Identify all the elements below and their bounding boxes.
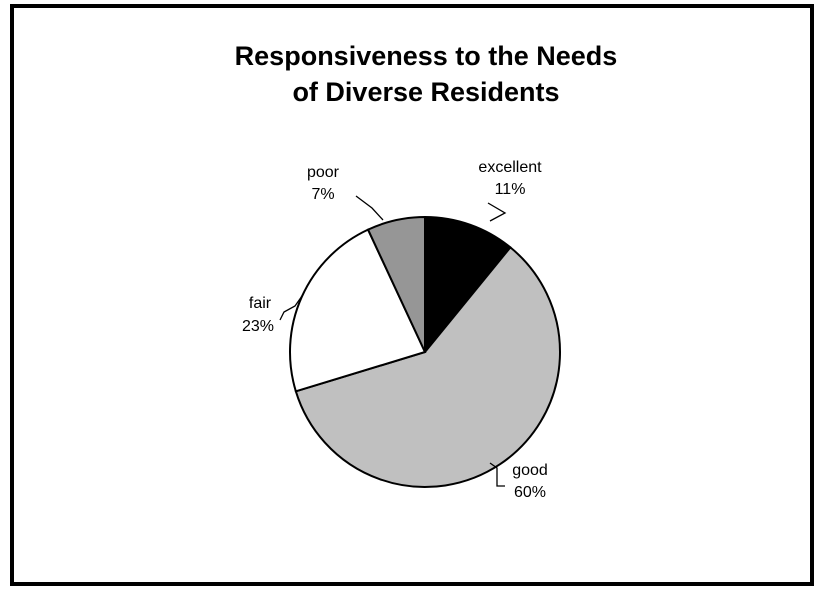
pie-slices [290,217,560,487]
slice-value-poor: 7% [311,186,334,203]
leader-line-excellent [488,203,505,221]
leader-line-poor [356,196,383,220]
chart-title-line-2: of Diverse Residents [292,77,559,107]
slice-label-fair: fair [249,295,272,312]
slice-label-good: good [512,462,548,479]
chart-title-line-1: Responsiveness to the Needs [235,41,618,71]
slice-label-excellent: excellent [478,159,542,176]
slice-value-fair: 23% [242,318,274,335]
slice-value-good: 60% [514,484,546,501]
slice-label-poor: poor [307,164,340,181]
slice-value-excellent: 11% [495,181,526,198]
